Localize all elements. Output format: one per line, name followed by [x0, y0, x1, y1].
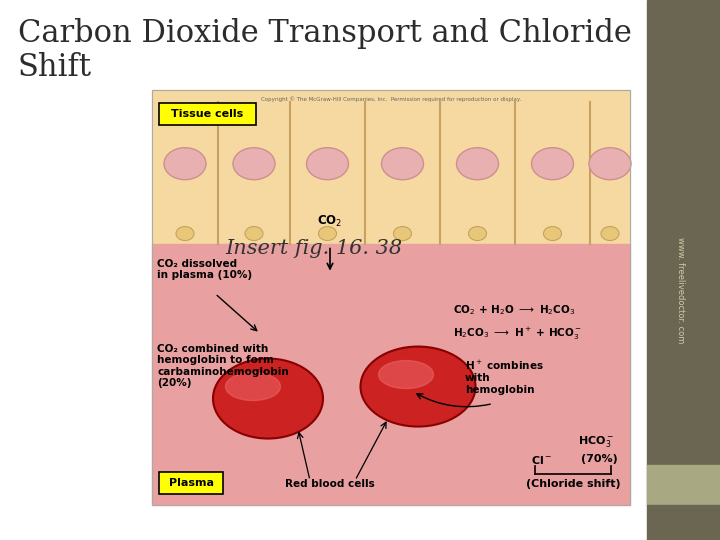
Text: (Chloride shift): (Chloride shift)	[526, 478, 621, 489]
Bar	[152, 90, 630, 244]
Ellipse shape	[307, 148, 348, 180]
Text: Tissue cells: Tissue cells	[171, 109, 243, 119]
Text: Shift: Shift	[18, 52, 92, 83]
Bar	[647, 465, 720, 505]
FancyBboxPatch shape	[159, 103, 256, 125]
Text: Plasma: Plasma	[168, 478, 214, 488]
Text: CO$_2$ + H$_2$O $\longrightarrow$ H$_2$CO$_3$: CO$_2$ + H$_2$O $\longrightarrow$ H$_2$C…	[453, 303, 575, 318]
Text: Red blood cells: Red blood cells	[285, 478, 375, 489]
Ellipse shape	[233, 148, 275, 180]
Ellipse shape	[589, 148, 631, 180]
Ellipse shape	[318, 227, 336, 240]
Bar	[647, 0, 720, 505]
Ellipse shape	[245, 227, 263, 240]
Bar	[152, 90, 630, 505]
Text: H$^+$ combines
with
hemoglobin: H$^+$ combines with hemoglobin	[465, 359, 544, 395]
Text: Copyright © The McGraw-Hill Companies, Inc.  Permission required for reproductio: Copyright © The McGraw-Hill Companies, I…	[261, 96, 521, 102]
Text: CO$_2$: CO$_2$	[318, 213, 343, 228]
Ellipse shape	[469, 227, 487, 240]
Text: CO₂ dissolved
in plasma (10%): CO₂ dissolved in plasma (10%)	[157, 259, 252, 280]
Text: HCO$_3^-$: HCO$_3^-$	[578, 434, 614, 449]
Text: Cl$^-$: Cl$^-$	[531, 454, 552, 465]
FancyBboxPatch shape	[159, 472, 223, 494]
Bar	[152, 244, 630, 505]
Ellipse shape	[225, 373, 281, 401]
Ellipse shape	[456, 148, 498, 180]
Ellipse shape	[361, 347, 475, 427]
Text: (70%): (70%)	[581, 454, 618, 463]
Ellipse shape	[213, 359, 323, 438]
Ellipse shape	[164, 148, 206, 180]
Ellipse shape	[531, 148, 574, 180]
Text: Carbon Dioxide Transport and Chloride: Carbon Dioxide Transport and Chloride	[18, 18, 632, 49]
Ellipse shape	[601, 227, 619, 240]
Ellipse shape	[379, 361, 433, 389]
Bar	[647, 505, 720, 540]
Text: H$_2$CO$_3$ $\longrightarrow$ H$^+$ + HCO$_3^-$: H$_2$CO$_3$ $\longrightarrow$ H$^+$ + HC…	[453, 326, 582, 342]
Ellipse shape	[176, 227, 194, 240]
Ellipse shape	[382, 148, 423, 180]
Text: www. freelivedoctor. com: www. freelivedoctor. com	[677, 237, 685, 343]
Ellipse shape	[394, 227, 412, 240]
Text: Insert fig. 16. 38: Insert fig. 16. 38	[225, 239, 402, 258]
Ellipse shape	[544, 227, 562, 240]
Text: CO₂ combined with
hemoglobin to form
carbaminohemoglobin
(20%): CO₂ combined with hemoglobin to form car…	[157, 343, 289, 388]
